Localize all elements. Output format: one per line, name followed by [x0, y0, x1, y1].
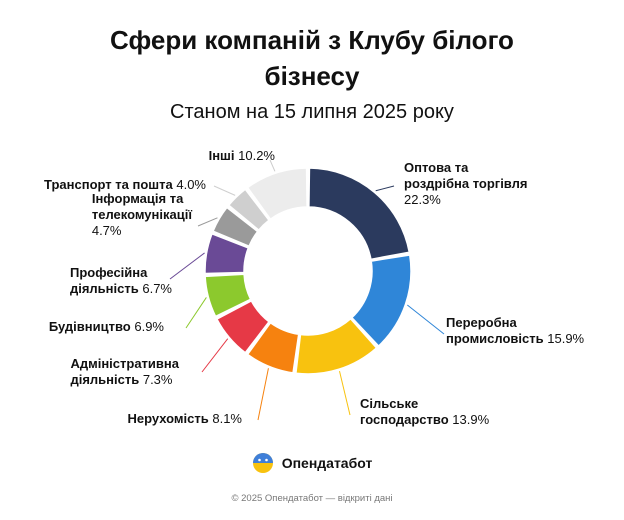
leader-lines [169, 159, 445, 421]
leader-line-5 [201, 338, 229, 373]
label-other: Інші 10.2% [208, 148, 275, 163]
label-construction: Будівництво 6.9% [48, 319, 164, 334]
leader-line-9 [213, 185, 236, 196]
leader-line-1 [375, 185, 395, 192]
donut-slices [204, 167, 412, 375]
leader-line-4 [257, 368, 269, 421]
label-it-telecom: Інформація та телекомунікації 4.7% [91, 191, 192, 238]
label-administrative: Адміністративна діяльність 7.3% [70, 356, 179, 387]
donut-slice-4 [246, 322, 300, 374]
label-trade: Оптова та роздрібна торгівля 22.3% [404, 160, 528, 207]
donut-slice-2 [351, 254, 412, 347]
chart-subtitle: Станом на 15 липня 2025 року [170, 101, 454, 123]
label-transport: Транспорт та пошта 4.0% [44, 177, 206, 192]
donut-slice-7 [204, 233, 250, 275]
label-agriculture: Сільське господарство 13.9% [360, 396, 490, 427]
footer-text: © 2025 Опендатабот — відкриті дані [231, 493, 393, 504]
leader-line-8 [197, 217, 218, 227]
chart-title-line2: бізнесу [264, 61, 360, 91]
donut-slice-10 [246, 167, 308, 220]
label-real-estate: Нерухомість 8.1% [127, 411, 242, 426]
leader-line-10 [269, 159, 276, 172]
label-professional: Професійна діяльність 6.7% [69, 265, 172, 296]
donut-slice-6 [204, 273, 252, 318]
donut-slice-5 [216, 300, 270, 354]
leader-line-2 [407, 304, 445, 335]
donut-slice-1 [308, 167, 411, 261]
donut-slice-8 [212, 206, 259, 247]
opendatabot-logo-icon [252, 453, 273, 473]
label-manufacturing: Переробна промисловість 15.9% [446, 315, 585, 346]
brand: Опендатабот [0, 452, 624, 474]
leader-line-7 [169, 252, 205, 280]
chart-title-line1: Сфери компаній з Клубу білого [110, 25, 514, 55]
donut-slice-3 [295, 318, 378, 375]
brand-name: Опендатабот [281, 455, 373, 471]
leader-line-3 [339, 371, 351, 416]
donut-slice-9 [227, 188, 270, 231]
leader-line-6 [185, 297, 207, 329]
